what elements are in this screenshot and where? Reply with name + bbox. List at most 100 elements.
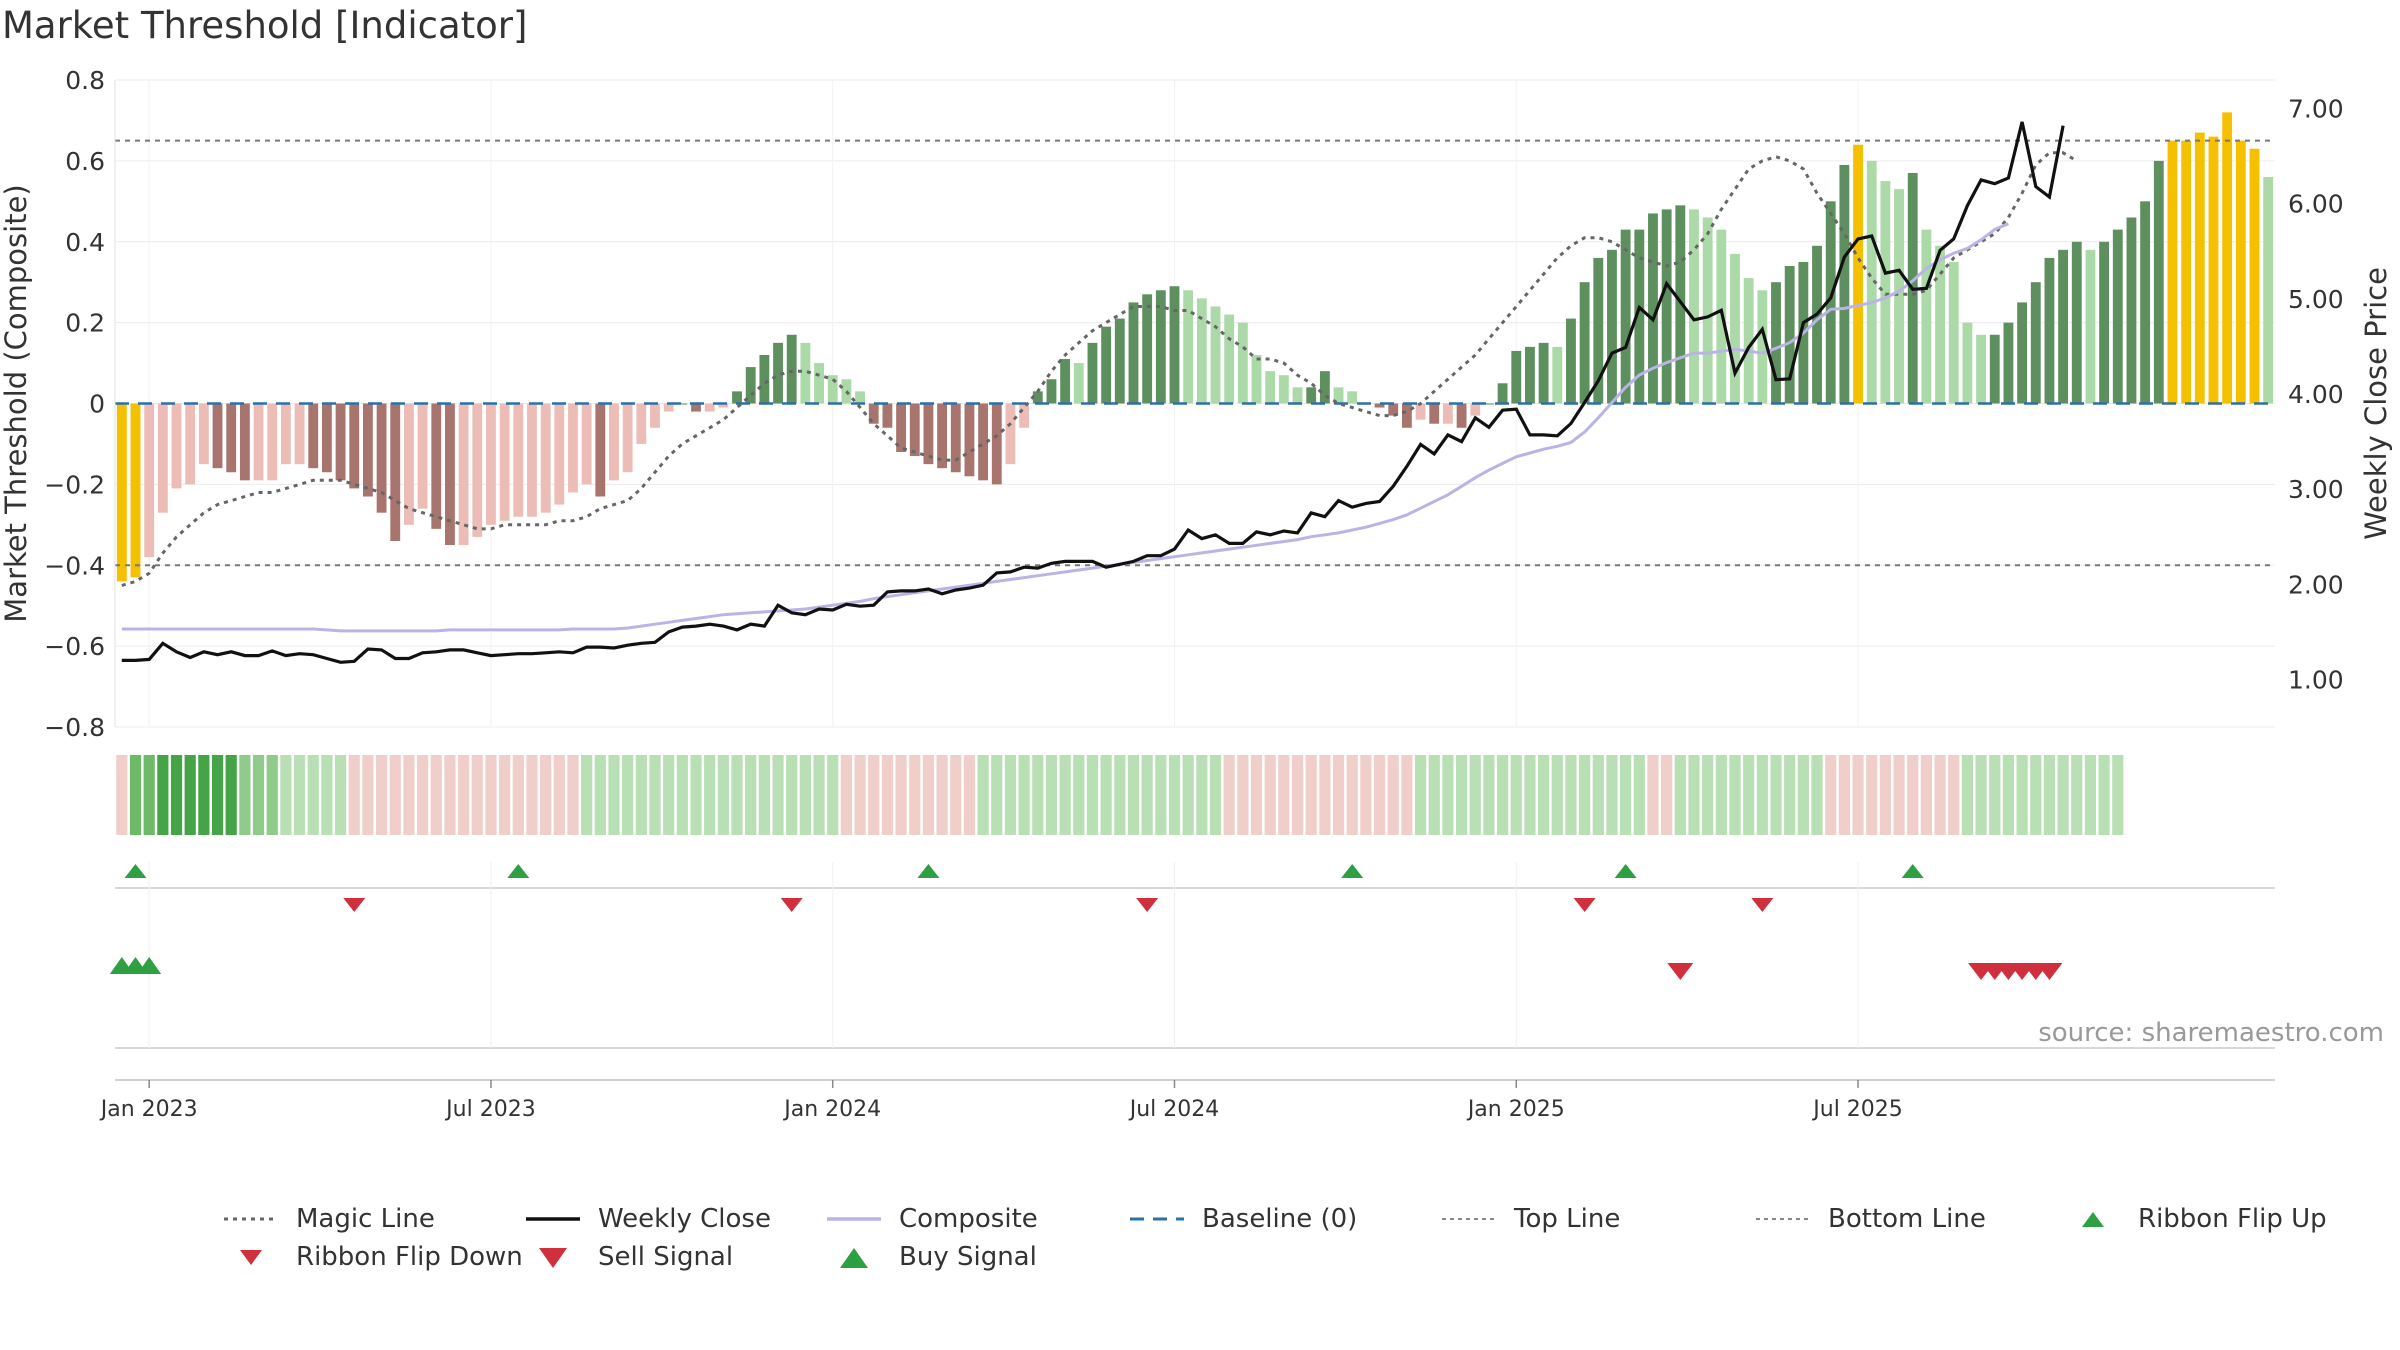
ribbon-cell bbox=[2057, 755, 2069, 835]
composite-bar bbox=[855, 391, 865, 404]
ribbon-cell bbox=[1579, 755, 1591, 835]
y2-axis-title: Weekly Close Price bbox=[2359, 267, 2393, 540]
composite-bar bbox=[226, 403, 237, 473]
ribbon-cell bbox=[1100, 755, 1112, 835]
ribbon-cell bbox=[1811, 755, 1823, 835]
ribbon-cell bbox=[239, 755, 251, 835]
ribbon-cell bbox=[1702, 755, 1714, 835]
legend-label: Composite bbox=[899, 1204, 1038, 1234]
composite-bar bbox=[445, 403, 455, 546]
ribbon-cell bbox=[1920, 755, 1932, 835]
y2-tick-label: 4.00 bbox=[2288, 380, 2344, 409]
composite-bar bbox=[1948, 261, 1959, 404]
ribbon-cell bbox=[1715, 755, 1727, 835]
composite-bar bbox=[540, 403, 551, 513]
ribbon-cell bbox=[1196, 755, 1208, 835]
ribbon-cell bbox=[1455, 755, 1468, 835]
ribbon-flip-down-marker bbox=[1751, 898, 1774, 912]
red-triangle-down-icon bbox=[240, 1250, 262, 1265]
composite-bar bbox=[663, 403, 674, 412]
legend-item-bottom: Bottom Line bbox=[1752, 1200, 1986, 1238]
ribbon-cell bbox=[1045, 755, 1058, 835]
composite-bar bbox=[1484, 403, 1494, 405]
composite-bar bbox=[1032, 391, 1043, 404]
buy-signal-marker bbox=[137, 957, 162, 974]
ribbon-cell bbox=[1797, 755, 1809, 835]
ribbon-cell bbox=[1237, 755, 1249, 835]
composite-bar bbox=[1265, 371, 1276, 404]
composite-bar bbox=[198, 403, 209, 465]
composite-bar bbox=[1853, 144, 1863, 404]
ribbon-cell bbox=[909, 755, 921, 835]
composite-bar bbox=[622, 403, 633, 473]
ribbon-cell bbox=[307, 755, 319, 835]
composite-bar bbox=[2085, 249, 2096, 404]
y-tick-label: 0.2 bbox=[65, 309, 105, 338]
ribbon-cell bbox=[1538, 755, 1550, 835]
ribbon-cell bbox=[1428, 755, 1440, 835]
composite-bar bbox=[1866, 160, 1877, 404]
ribbon-cell bbox=[1961, 755, 1974, 835]
solid-line-icon bbox=[526, 1217, 580, 1221]
ribbon-cell bbox=[2030, 755, 2042, 835]
composite-bar bbox=[267, 403, 278, 481]
ribbon-cell bbox=[1948, 755, 1960, 835]
ribbon-cell bbox=[471, 755, 483, 835]
composite-bar bbox=[745, 367, 756, 404]
ribbon-cell bbox=[1155, 755, 1167, 835]
composite-bar bbox=[1812, 245, 1822, 404]
ribbon-cell bbox=[280, 755, 292, 835]
composite-bar bbox=[404, 403, 414, 525]
composite-bar bbox=[1019, 403, 1030, 428]
ribbon-cell bbox=[184, 755, 196, 835]
legend: Magic Line Weekly Close Composite Baseline … bbox=[220, 1200, 2380, 1290]
composite-bar bbox=[499, 403, 510, 521]
legend-label: Top Line bbox=[1514, 1204, 1621, 1234]
composite-bar bbox=[1210, 306, 1221, 404]
composite-bar bbox=[308, 403, 319, 469]
ribbon-flip-down-marker bbox=[1136, 898, 1159, 912]
composite-bar bbox=[527, 403, 537, 517]
composite-bar bbox=[2167, 140, 2178, 404]
composite-bar bbox=[1251, 354, 1262, 404]
composite-bar bbox=[2222, 112, 2233, 404]
x-tick-label: Jan 2025 bbox=[1466, 1097, 1565, 1122]
ribbon-cell bbox=[348, 755, 360, 835]
ribbon-flip-up-marker bbox=[507, 864, 530, 878]
ribbon-cell bbox=[1674, 755, 1686, 835]
ribbon-cell bbox=[1209, 755, 1222, 835]
composite-bar bbox=[882, 403, 893, 428]
ribbon-cell bbox=[1223, 755, 1235, 835]
x-tick-label: Jul 2023 bbox=[444, 1097, 536, 1122]
weekly-close-line bbox=[121, 121, 2065, 664]
ribbon-cell bbox=[963, 755, 976, 835]
ribbon-cell bbox=[499, 755, 511, 835]
y-tick-label: 0 bbox=[89, 390, 105, 419]
ribbon-cell bbox=[1401, 755, 1413, 835]
ribbon-cell bbox=[512, 755, 524, 835]
composite-bar bbox=[1073, 363, 1084, 404]
composite-bar bbox=[650, 403, 660, 428]
composite-bar bbox=[1976, 334, 1986, 404]
composite-bar bbox=[1292, 387, 1303, 404]
ribbon-cell bbox=[717, 755, 729, 835]
composite-bar bbox=[1429, 403, 1440, 424]
green-triangle-up-icon bbox=[2082, 1212, 2104, 1227]
legend-label: Baseline (0) bbox=[1202, 1204, 1358, 1234]
ribbon-cell bbox=[252, 755, 265, 835]
dotted-grey-line-icon bbox=[1442, 1218, 1496, 1220]
legend-label: Buy Signal bbox=[899, 1242, 1037, 1272]
composite-bar bbox=[1702, 217, 1713, 404]
ribbon-cell bbox=[635, 755, 647, 835]
composite-bar bbox=[554, 403, 565, 505]
x-tick-label: Jan 2023 bbox=[99, 1097, 198, 1122]
composite-bar bbox=[2058, 249, 2069, 404]
ribbon-cell bbox=[936, 755, 948, 835]
composite-bar bbox=[212, 403, 223, 469]
composite-bar bbox=[814, 363, 824, 404]
ribbon-cell bbox=[1565, 755, 1577, 835]
ribbon-cell bbox=[1332, 755, 1345, 835]
composite-bar bbox=[349, 403, 360, 489]
composite-bar bbox=[1497, 383, 1508, 404]
composite-bar bbox=[513, 403, 524, 517]
